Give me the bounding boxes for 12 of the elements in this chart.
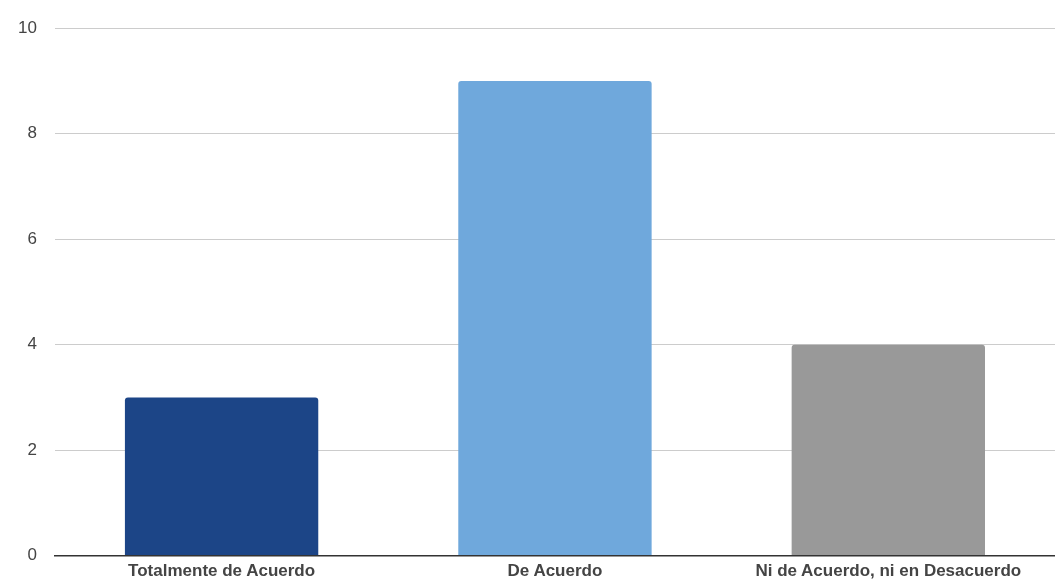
- y-tick-label: 8: [27, 123, 37, 143]
- bar: [124, 397, 319, 556]
- x-tick-label: Totalmente de Acuerdo: [128, 561, 316, 581]
- y-tick-label: 2: [27, 439, 37, 459]
- x-tick-label: De Acuerdo: [507, 561, 603, 581]
- bar: [458, 80, 652, 556]
- bar: [791, 344, 985, 556]
- y-tick-label: 10: [17, 17, 37, 37]
- y-tick-label: 0: [27, 545, 37, 565]
- y-tick-label: 4: [27, 334, 37, 354]
- x-tick-label: Ni de Acuerdo, ni en Desacuerdo: [755, 561, 1022, 581]
- y-tick-label: 6: [27, 228, 37, 248]
